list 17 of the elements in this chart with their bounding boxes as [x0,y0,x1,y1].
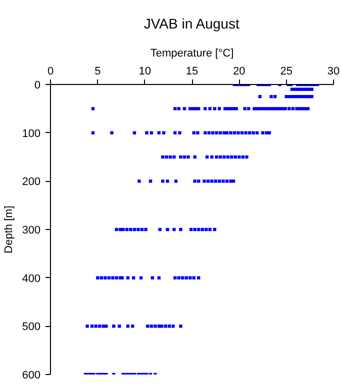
y-tick-label: 600 [22,370,41,382]
y-tick-label: 100 [22,128,41,140]
y-tick-label: 0 [34,80,41,92]
x-tick-label: 15 [186,66,198,78]
y-tick-label: 300 [22,224,41,236]
x-axis-title: Temperature [°C] [150,48,234,60]
x-tick-label: 20 [233,66,246,78]
chart-title: JVAB in August [144,16,240,32]
y-tick-label: 500 [22,321,41,334]
x-tick-label: 5 [94,66,101,78]
y-axis-title: Depth [m] [3,206,16,254]
x-tick-label: 10 [138,66,151,78]
y-tick-label: 400 [22,272,41,285]
x-tick-label: 25 [280,66,292,78]
y-tick-label: 200 [22,176,41,188]
x-tick-label: 30 [327,66,340,78]
x-tick-label: 0 [47,66,54,78]
